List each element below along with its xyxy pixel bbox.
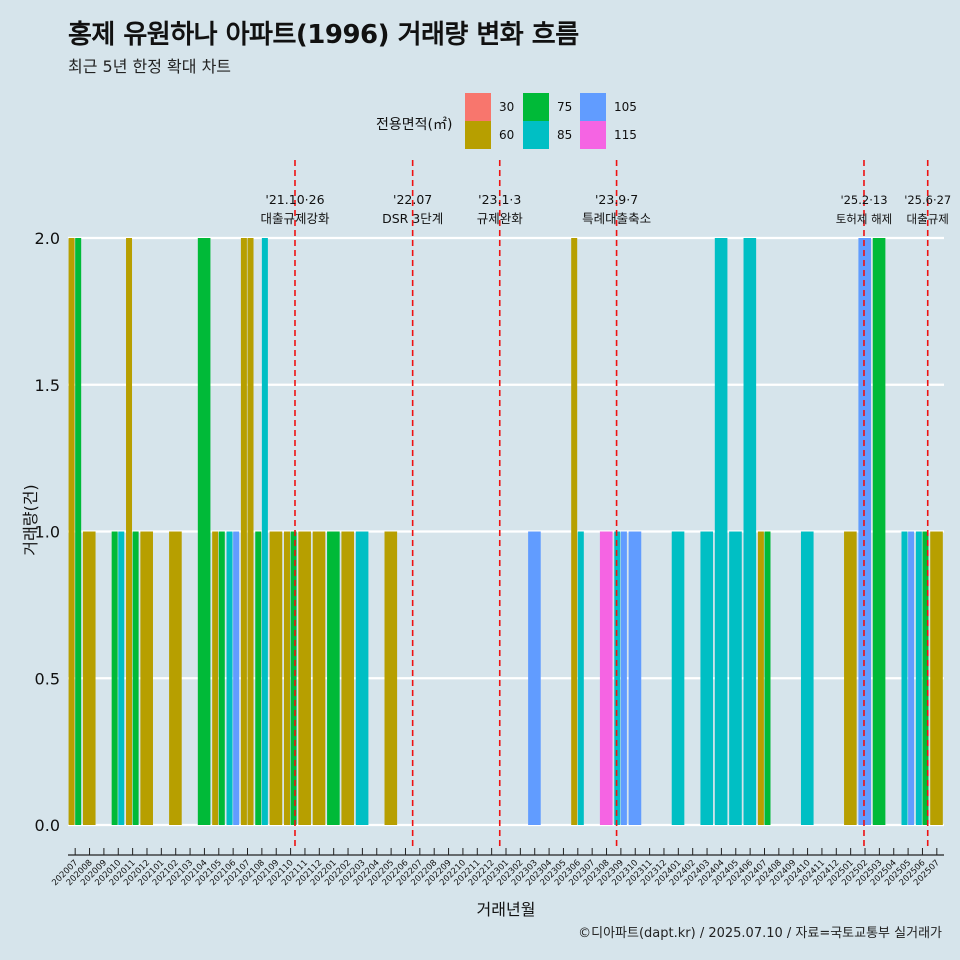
chart-title: 홍제 유원하나 아파트(1996) 거래량 변화 흐름 — [68, 20, 579, 50]
bar-202108-75 — [255, 531, 262, 825]
bar-202102-60 — [169, 531, 182, 825]
bar-202109-60 — [269, 531, 283, 825]
bar-202104-75 — [197, 238, 211, 825]
bar-202107-60 — [240, 238, 247, 825]
legend-key-85 — [523, 121, 549, 149]
event-name-label: 대출규제 — [907, 212, 949, 226]
bar-202501-60 — [844, 531, 857, 825]
legend-label-115: 115 — [614, 128, 637, 142]
bar-202309-85 — [614, 531, 621, 825]
bar-202010-85 — [118, 531, 125, 825]
event-date-label: '23.9·7 — [595, 192, 638, 207]
bar-202308-115 — [599, 531, 613, 825]
legend-item-115: 115 — [580, 121, 637, 149]
y-tick-label: 2.0 — [35, 229, 60, 248]
bar-202010-75 — [111, 531, 118, 825]
bar-202106-85 — [226, 531, 233, 825]
bar-202106-105 — [233, 531, 240, 825]
bar-202506-85 — [915, 531, 922, 825]
bar-202505-105 — [908, 531, 915, 825]
bar-202503-75 — [872, 238, 886, 825]
event-name-label: 토허제 해제 — [836, 212, 893, 226]
bar-202306-85 — [577, 531, 584, 825]
bar-202111-60 — [298, 531, 311, 825]
bar-202310-105 — [628, 531, 642, 825]
legend-key-60 — [465, 121, 491, 149]
event-date-label: '25.2·13 — [840, 193, 887, 207]
bar-202405-85 — [729, 531, 742, 825]
bar-202007-60 — [68, 238, 75, 825]
bar-202306-60 — [571, 238, 578, 825]
legend-item-30: 30 — [465, 93, 514, 121]
bar-202108-85 — [261, 238, 268, 825]
legend-item-75: 75 — [523, 93, 572, 121]
legend-key-30 — [465, 93, 491, 121]
source-caption: ©디아파트(dapt.kr) / 2025.07.10 / 자료=국토교통부 실… — [578, 926, 942, 941]
y-tick-label: 0.0 — [35, 816, 60, 835]
bar-202303-105 — [528, 531, 541, 825]
legend-key-115 — [580, 121, 606, 149]
event-name-label: 규제완화 — [477, 211, 524, 226]
bar-202203-85 — [355, 531, 369, 825]
event-date-label: '25.6·27 — [904, 193, 951, 207]
bar-202007-75 — [75, 238, 82, 825]
bar-202404-85 — [714, 238, 728, 825]
legend-item-60: 60 — [465, 121, 514, 149]
legend-key-105 — [580, 93, 606, 121]
bar-202008-60 — [82, 531, 96, 825]
bar-202205-60 — [384, 531, 398, 825]
bar-202401-85 — [671, 531, 685, 825]
legend-title: 전용면적(㎡) — [376, 117, 453, 133]
bar-202011-60 — [126, 238, 133, 825]
bar-202110-60 — [283, 531, 290, 825]
bar-202105-75 — [218, 531, 225, 825]
legend-key-75 — [523, 93, 549, 121]
bar-202505-85 — [901, 531, 908, 825]
event-name-label: 특례대출축소 — [582, 211, 651, 226]
x-axis-title: 거래년월 — [477, 900, 536, 919]
bar-202407-60 — [757, 531, 764, 825]
legend-label-105: 105 — [614, 100, 637, 114]
y-tick-label: 0.5 — [35, 669, 60, 688]
y-tick-label: 1.0 — [35, 523, 60, 542]
y-tick-label: 1.5 — [35, 376, 60, 395]
legend-item-105: 105 — [580, 93, 637, 121]
chart-subtitle: 최근 5년 한정 확대 차트 — [68, 57, 232, 76]
legend-label-75: 75 — [557, 100, 573, 114]
bar-202506-75 — [922, 531, 929, 825]
legend-label-85: 85 — [557, 128, 573, 142]
event-name-label: DSR 3단계 — [382, 211, 443, 226]
legend-label-30: 30 — [499, 100, 515, 114]
bar-202201-75 — [327, 531, 340, 825]
event-date-label: '23.1·3 — [478, 192, 521, 207]
legend-item-85: 85 — [523, 121, 572, 149]
bar-202410-85 — [800, 531, 814, 825]
y-axis-title: 거래량(건) — [21, 484, 40, 555]
bar-202110-75 — [290, 531, 297, 825]
bar-202112-60 — [312, 531, 326, 825]
bar-202202-60 — [341, 531, 355, 825]
bar-202012-60 — [140, 531, 153, 825]
bar-202105-60 — [212, 531, 219, 825]
bar-202507-60 — [930, 531, 943, 825]
event-date-label: '21.10·26 — [265, 192, 324, 207]
legend-label-60: 60 — [499, 128, 515, 142]
bar-202407-75 — [764, 531, 771, 825]
bar-202011-75 — [132, 531, 139, 825]
event-name-label: 대출규제강화 — [260, 211, 330, 226]
bar-202403-85 — [700, 531, 714, 825]
bar-202406-85 — [743, 238, 757, 825]
event-date-label: '22.07 — [393, 192, 432, 207]
bar-202107-60 — [247, 238, 254, 825]
bar-202309-105 — [620, 531, 627, 825]
